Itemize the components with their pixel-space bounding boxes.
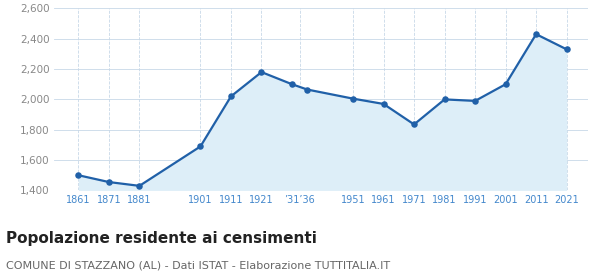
Point — [196, 144, 205, 149]
Point — [409, 122, 419, 127]
Point — [134, 184, 144, 188]
Point — [302, 87, 312, 92]
Point — [379, 102, 388, 106]
Point — [104, 180, 114, 184]
Point — [257, 70, 266, 74]
Point — [287, 82, 297, 87]
Point — [440, 97, 449, 102]
Point — [501, 82, 511, 87]
Point — [562, 47, 571, 52]
Point — [74, 173, 83, 178]
Text: COMUNE DI STAZZANO (AL) - Dati ISTAT - Elaborazione TUTTITALIA.IT: COMUNE DI STAZZANO (AL) - Dati ISTAT - E… — [6, 260, 390, 270]
Point — [470, 99, 480, 103]
Text: Popolazione residente ai censimenti: Popolazione residente ai censimenti — [6, 231, 317, 246]
Point — [532, 32, 541, 36]
Point — [226, 94, 236, 99]
Point — [348, 96, 358, 101]
